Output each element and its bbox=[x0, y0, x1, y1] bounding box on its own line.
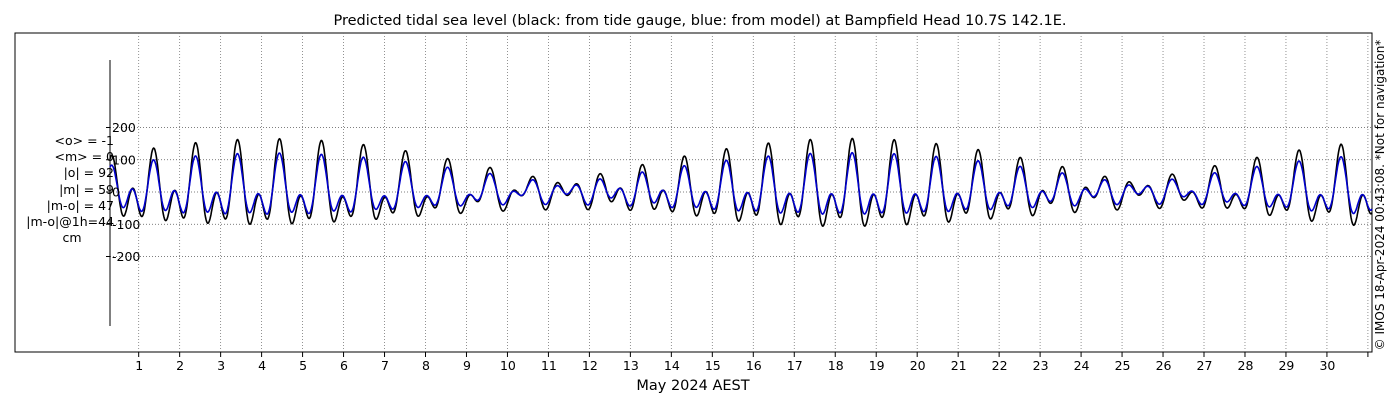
x-tick-label-8: 8 bbox=[422, 358, 430, 373]
x-tick-label-5: 5 bbox=[299, 358, 307, 373]
x-tick-label-26: 26 bbox=[1156, 358, 1172, 373]
stat-mean-model: <m> = 0 bbox=[54, 149, 115, 165]
x-tick-label-14: 14 bbox=[664, 358, 680, 373]
plot-frame bbox=[14, 32, 1373, 353]
x-tick-label-24: 24 bbox=[1074, 358, 1090, 373]
x-tick-label-13: 13 bbox=[623, 358, 639, 373]
x-tick-label-4: 4 bbox=[258, 358, 266, 373]
x-tick-label-29: 29 bbox=[1278, 358, 1294, 373]
stat-abs-model: |m| = 59 bbox=[59, 181, 114, 197]
stat-mean-obs: <o> = -1 bbox=[54, 133, 114, 148]
y-tick-label-2: 0 bbox=[112, 185, 120, 200]
x-tick-label-2: 2 bbox=[176, 358, 184, 373]
y-tick-label-0: -200 bbox=[112, 249, 140, 264]
stat-unit: cm bbox=[62, 230, 82, 246]
stat-abs-obs: |o| = 92 bbox=[63, 165, 114, 181]
x-tick-label-27: 27 bbox=[1197, 358, 1213, 373]
x-tick-label-19: 19 bbox=[869, 358, 885, 373]
x-tick-label-25: 25 bbox=[1115, 358, 1131, 373]
y-tick-labels: -200 -100 0 100 200 bbox=[112, 120, 140, 264]
x-tick-label-30: 30 bbox=[1319, 358, 1335, 373]
x-tick-label-6: 6 bbox=[340, 358, 348, 373]
x-axis-label: May 2024 AEST bbox=[636, 378, 749, 394]
series-line-1 bbox=[109, 151, 1373, 216]
x-tick-label-10: 10 bbox=[500, 358, 516, 373]
x-tick-label-3: 3 bbox=[217, 358, 225, 373]
x-tick-label-16: 16 bbox=[746, 358, 762, 373]
x-tick-label-11: 11 bbox=[541, 358, 557, 373]
x-tick-label-21: 21 bbox=[951, 358, 967, 373]
series-line-0 bbox=[109, 137, 1373, 228]
axes bbox=[106, 60, 1369, 357]
series-group bbox=[109, 137, 1373, 228]
stats-panel: <o> = -1 <m> = 0 |o| = 92 |m| = 59 |m-o|… bbox=[10, 133, 114, 246]
credit-text: © IMOS 18-Apr-2024 00:43:08. *Not for na… bbox=[1373, 39, 1387, 351]
stat-abs-diff-1h: |m-o|@1h=44 bbox=[26, 214, 114, 230]
x-tick-label-18: 18 bbox=[828, 358, 844, 373]
x-tick-label-9: 9 bbox=[463, 358, 471, 373]
x-tick-labels: 1 2 3 4 5 6 7 8 9 10 11 12 13 14 15 16 17 18 19 20 21 22 23 24 2… bbox=[135, 358, 1335, 373]
x-tick-label-22: 22 bbox=[992, 358, 1008, 373]
chart-title: Predicted tidal sea level (black: from t… bbox=[334, 13, 1067, 29]
x-tick-label-20: 20 bbox=[910, 358, 926, 373]
x-tick-label-7: 7 bbox=[381, 358, 389, 373]
x-tick-label-17: 17 bbox=[787, 358, 803, 373]
x-tick-label-15: 15 bbox=[705, 358, 721, 373]
y-tick-label-4: 200 bbox=[112, 120, 136, 135]
x-tick-label-28: 28 bbox=[1238, 358, 1254, 373]
x-tick-label-23: 23 bbox=[1033, 358, 1049, 373]
stat-abs-diff: |m-o| = 47 bbox=[46, 197, 114, 213]
x-tick-label-12: 12 bbox=[582, 358, 598, 373]
y-tick-label-1: -100 bbox=[112, 217, 140, 232]
y-tick-label-3: 100 bbox=[112, 152, 136, 167]
x-tick-label-1: 1 bbox=[135, 358, 143, 373]
